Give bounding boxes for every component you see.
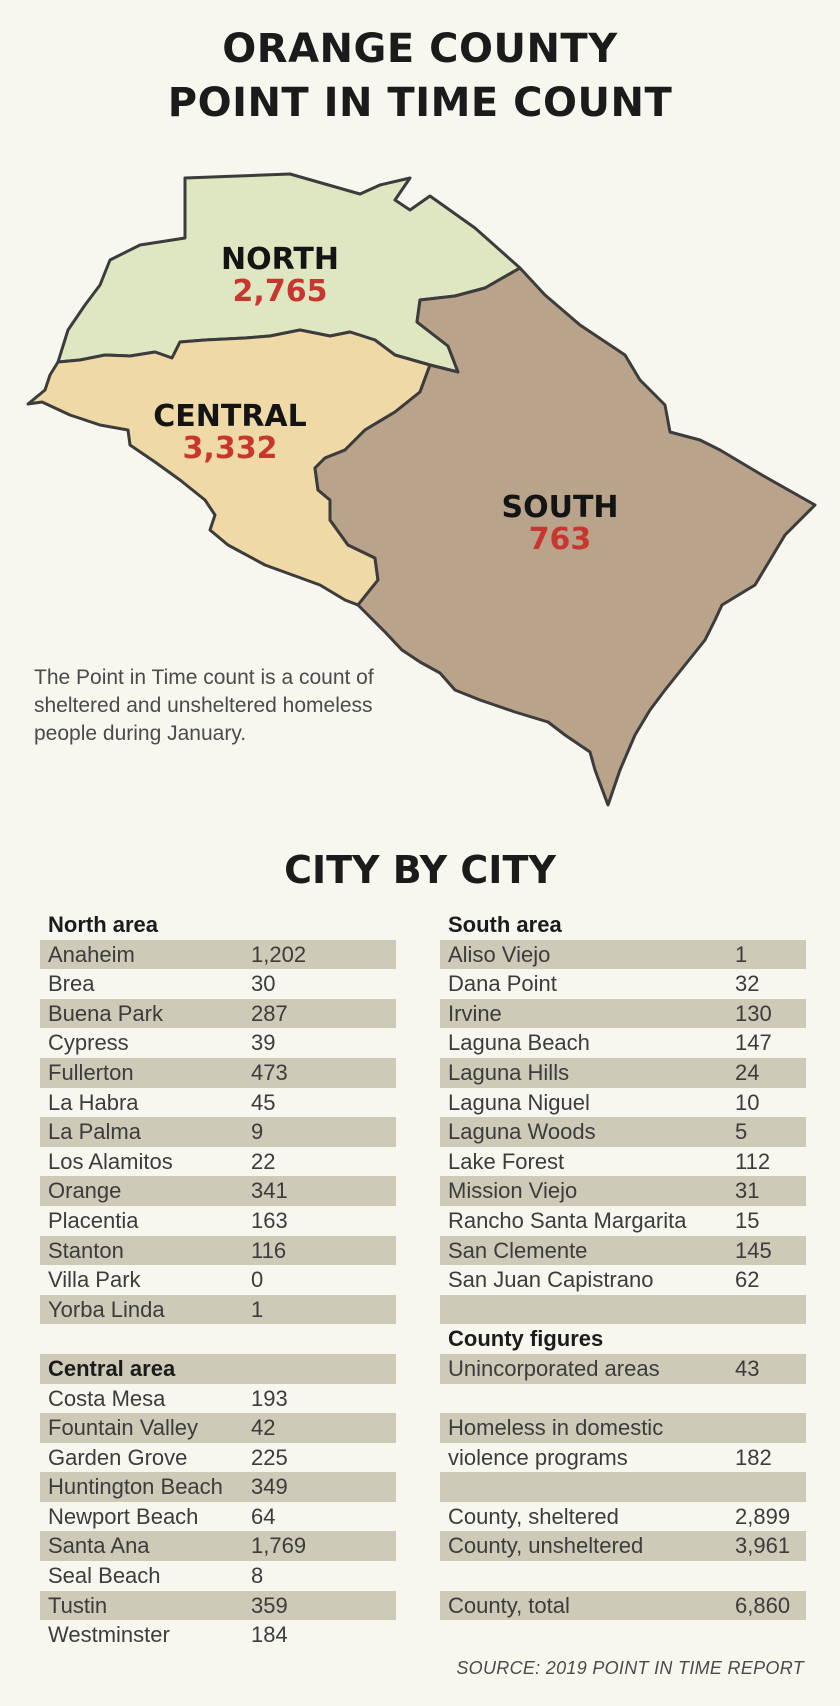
orange-county-map: NORTH 2,765 CENTRAL 3,332 SOUTH 763 [0,160,840,820]
table-row: Villa Park 0 [48,1267,264,1293]
table-row: Homeless in domestic [440,1413,806,1443]
table-row: Cypress 39 [48,1030,276,1056]
table-row: Los Alamitos 22 [48,1148,276,1174]
table-row: Huntington Beach 349 [40,1472,396,1502]
table-row: Westminster 184 [48,1622,288,1648]
south-name: SOUTH [501,490,619,525]
table-row: Tustin 359 [40,1590,396,1621]
table-row: Garden Grove 225 [48,1444,288,1470]
title-line-2: POINT IN TIME COUNT [167,80,673,126]
table-spacer [40,1324,396,1354]
table-row: Rancho Santa Margarita 15 [448,1207,760,1233]
table-row: La Palma 9 [40,1117,396,1147]
table-row: San Juan Capistrano 62 [448,1267,760,1293]
table-row: Orange 341 [40,1176,396,1206]
table-row: Dana Point 32 [448,971,760,997]
table-row: La Habra 45 [48,1089,276,1115]
central-name: CENTRAL [153,399,307,434]
table-row: Brea 30 [48,971,276,997]
table-row: Laguna Hills 24 [440,1057,806,1088]
table-row: Fullerton 473 [40,1057,396,1088]
table-row: Placentia 163 [48,1207,288,1233]
north-central-table: North area Anaheim 1,202 Brea 30 Buena Par… [40,910,396,1650]
central-area-heading: Central area [40,1353,396,1384]
table-row: violence programs 182 [448,1444,772,1470]
table-row: Anaheim 1,202 [40,939,396,970]
title-line-1: ORANGE COUNTY [222,26,618,72]
table-row: Mission Viejo 31 [440,1176,806,1206]
table-spacer [440,1294,806,1325]
south-county-table: South area Aliso Viejo 1 Dana Point 32 Irv… [440,910,806,1621]
table-row: Fountain Valley 42 [40,1413,396,1443]
north-label: NORTH 2,765 [190,244,370,308]
table-row: Yorba Linda 1 [40,1294,396,1325]
south-area-heading: South area [448,912,562,937]
table-row: San Clemente 145 [440,1235,806,1266]
region-south [313,266,817,807]
table-row: Costa Mesa 193 [48,1385,288,1411]
table-row: Santa Ana 1,769 [40,1531,396,1562]
south-value: 763 [528,522,592,557]
table-row: Laguna Niguel 10 [448,1089,760,1115]
table-row: County, total 6,860 [440,1590,806,1621]
central-value: 3,332 [182,431,278,466]
central-label: CENTRAL 3,332 [130,401,330,465]
table-row: Stanton 116 [40,1235,396,1266]
table-row: Aliso Viejo 1 [440,939,806,970]
table-row: Seal Beach 8 [48,1563,264,1589]
section-title: CITY BY CITY [284,848,556,892]
source-credit: SOURCE: 2019 POINT IN TIME REPORT [456,1658,804,1678]
north-area-heading: North area [48,912,159,937]
table-spacer [440,1472,806,1502]
table-row: Buena Park 287 [40,998,396,1029]
map-svg [26,172,817,807]
table-spacer [440,1561,806,1591]
page-title: ORANGE COUNTY POINT IN TIME COUNT [0,22,840,130]
north-name: NORTH [221,242,339,277]
table-row: County, unsheltered 3,961 [440,1531,806,1562]
table-row: Irvine 130 [440,998,806,1029]
south-label: SOUTH 763 [470,492,650,556]
table-row: Newport Beach 64 [48,1503,276,1529]
north-value: 2,765 [232,274,328,309]
table-row: Unincorporated areas 43 [440,1353,806,1384]
table-row: Laguna Beach 147 [448,1030,772,1056]
map-note: The Point in Time count is a count of sh… [34,666,374,745]
table-row: Lake Forest 112 [448,1148,771,1174]
table-spacer [440,1384,806,1414]
county-figures-heading: County figures [448,1326,604,1352]
table-row: Laguna Woods 5 [440,1117,806,1147]
table-row: County, sheltered 2,899 [448,1503,791,1529]
